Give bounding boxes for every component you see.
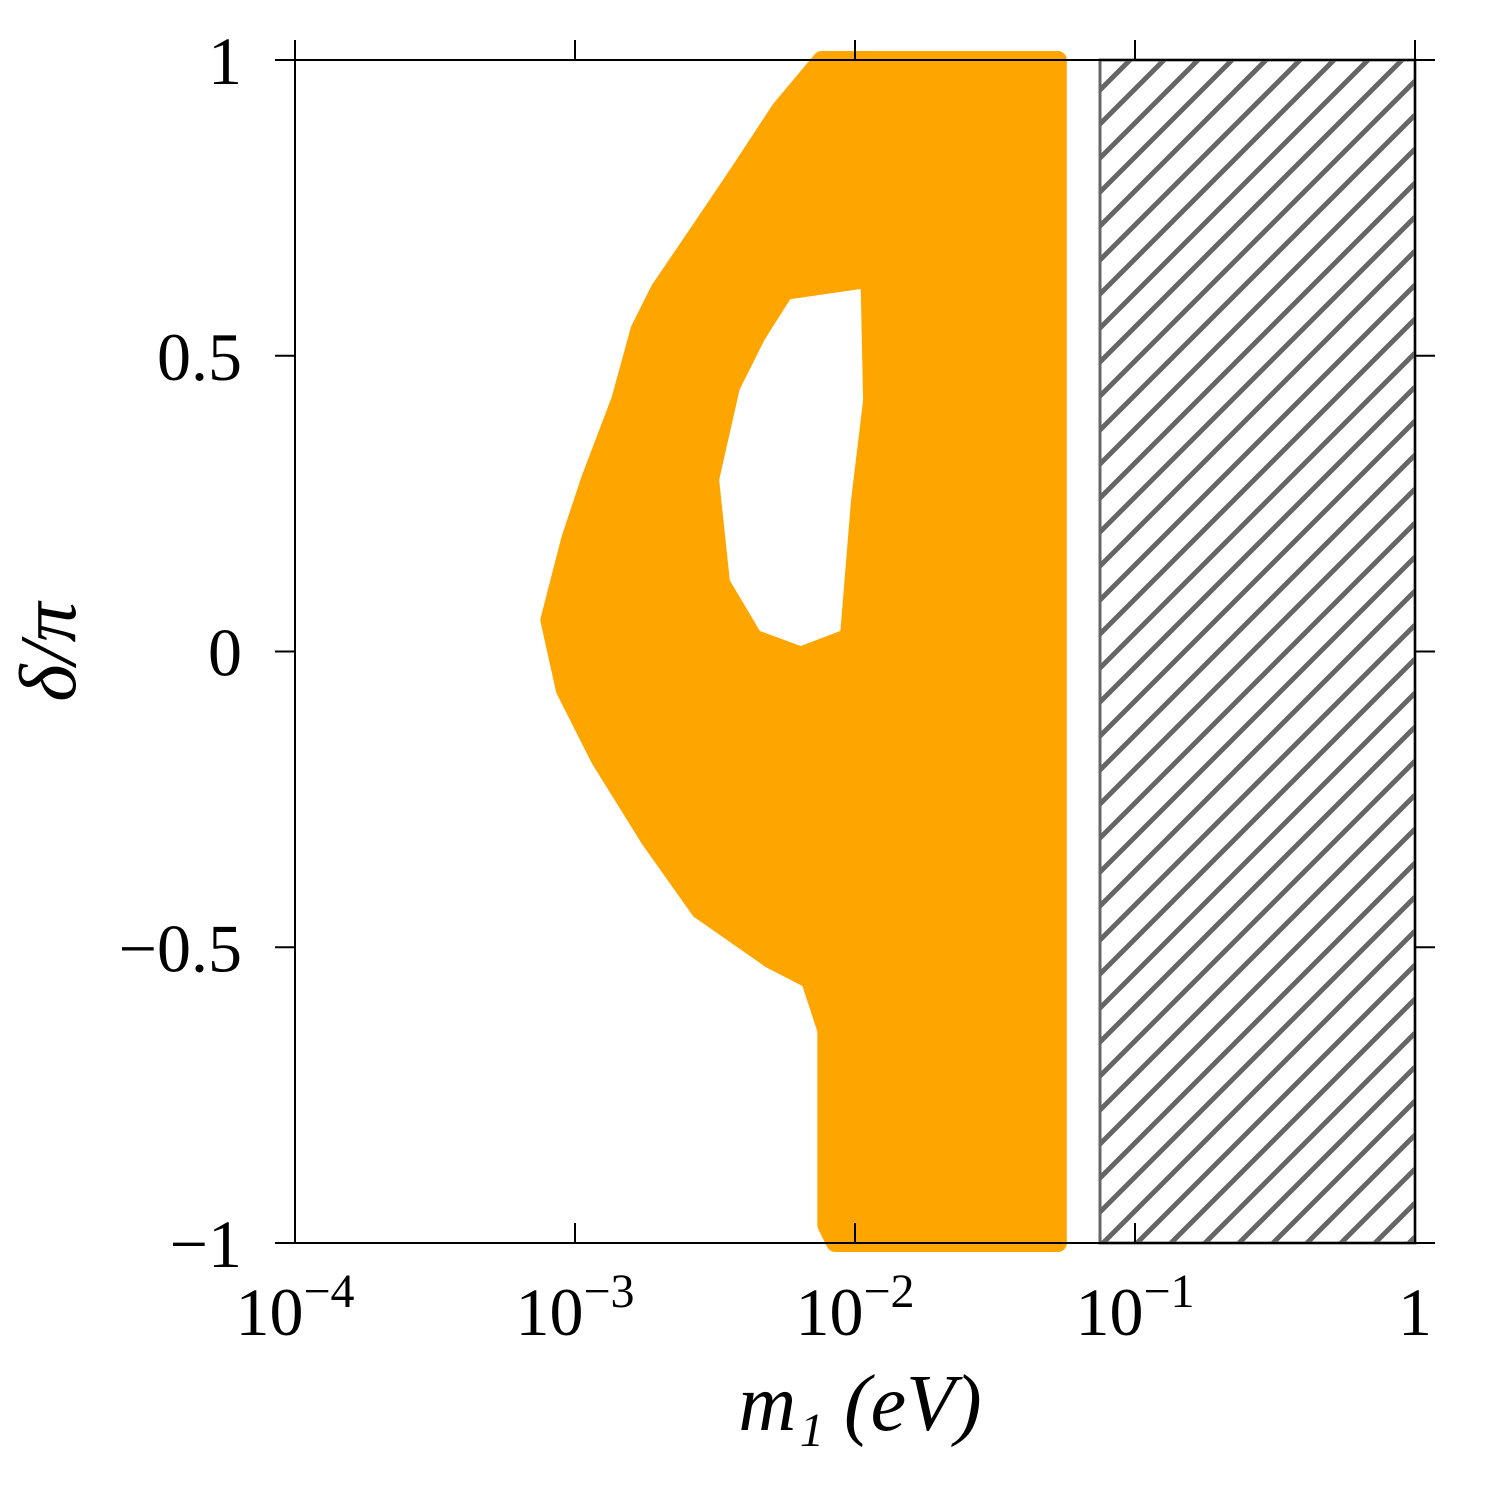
y-tick-label: 0 bbox=[208, 615, 242, 691]
y-tick-label: 0.5 bbox=[157, 319, 242, 395]
x-tick-label: 10−3 bbox=[515, 1265, 634, 1350]
x-tick-label: 10−4 bbox=[235, 1265, 354, 1350]
excluded-region bbox=[1098, 58, 1417, 1245]
y-tick-label: −1 bbox=[170, 1206, 242, 1282]
y-axis-label: δ/π bbox=[5, 600, 93, 701]
region-hole bbox=[719, 289, 864, 646]
y-tick-label: 1 bbox=[208, 23, 242, 99]
x-tick-label: 10−1 bbox=[1075, 1265, 1194, 1350]
x-axis-label: m₁ (eV) bbox=[738, 1360, 981, 1448]
x-tick-label: 1 bbox=[1398, 1274, 1432, 1350]
x-tick-label: 10−2 bbox=[795, 1265, 914, 1350]
allowed-region bbox=[540, 51, 1067, 1252]
y-tick-label: −0.5 bbox=[119, 910, 242, 986]
